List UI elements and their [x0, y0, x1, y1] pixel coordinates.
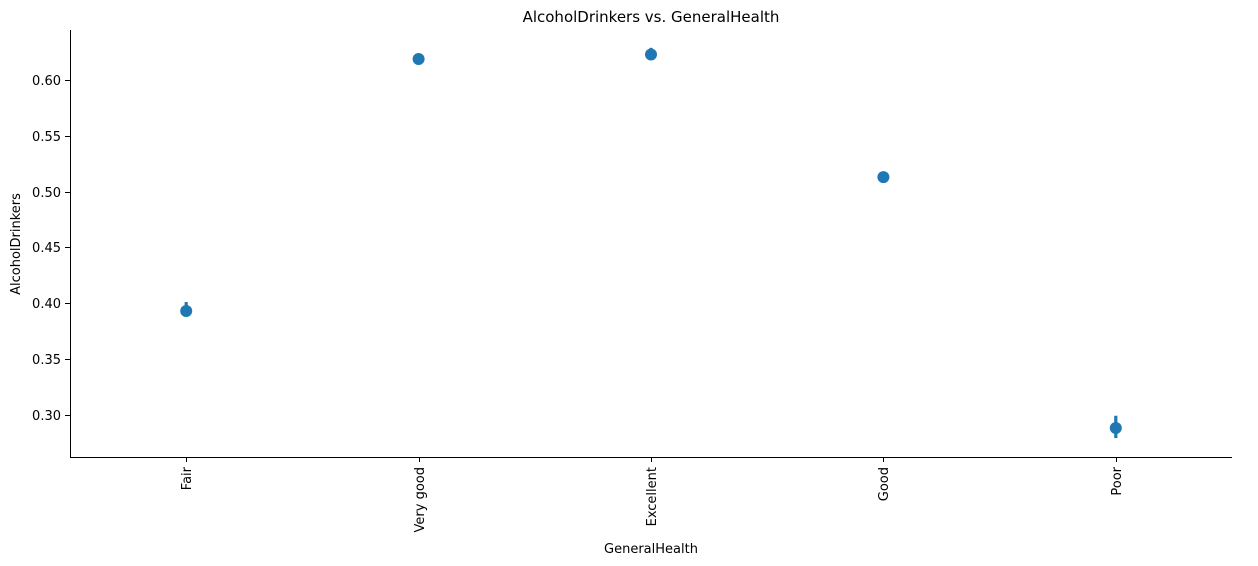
- y-tick-label: 0.35: [32, 353, 61, 368]
- data-point: [412, 52, 425, 65]
- chart-title: AlcoholDrinkers vs. GeneralHealth: [523, 8, 780, 26]
- data-marks: [180, 47, 1122, 439]
- y-tick-label: 0.55: [32, 130, 61, 145]
- x-tick-label: Fair: [180, 466, 195, 490]
- x-tick-label: Good: [877, 467, 892, 501]
- y-tick-label: 0.40: [32, 297, 61, 312]
- y-ticks: 0.30 0.35 0.40 0.45 0.50 0.55 0.60: [32, 74, 70, 424]
- data-point: [180, 304, 193, 317]
- y-tick-label: 0.45: [32, 241, 61, 256]
- y-tick-label: 0.30: [32, 409, 61, 424]
- plot-area: 0.30 0.35 0.40 0.45 0.50 0.55 0.60 Fair Very go…: [32, 30, 1232, 532]
- data-point: [1109, 422, 1122, 435]
- x-axis-title: GeneralHealth: [604, 542, 698, 557]
- y-axis-title: AlcoholDrinkers: [9, 193, 24, 295]
- data-point: [877, 171, 890, 184]
- y-tick-label: 0.50: [32, 186, 61, 201]
- x-tick-label: Poor: [1110, 466, 1125, 495]
- x-tick-label: Very good: [413, 467, 428, 532]
- x-tick-label: Excellent: [645, 467, 660, 526]
- y-tick-label: 0.60: [32, 74, 61, 89]
- x-ticks: Fair Very good Excellent Good Poor: [180, 457, 1125, 532]
- data-point: [645, 48, 657, 61]
